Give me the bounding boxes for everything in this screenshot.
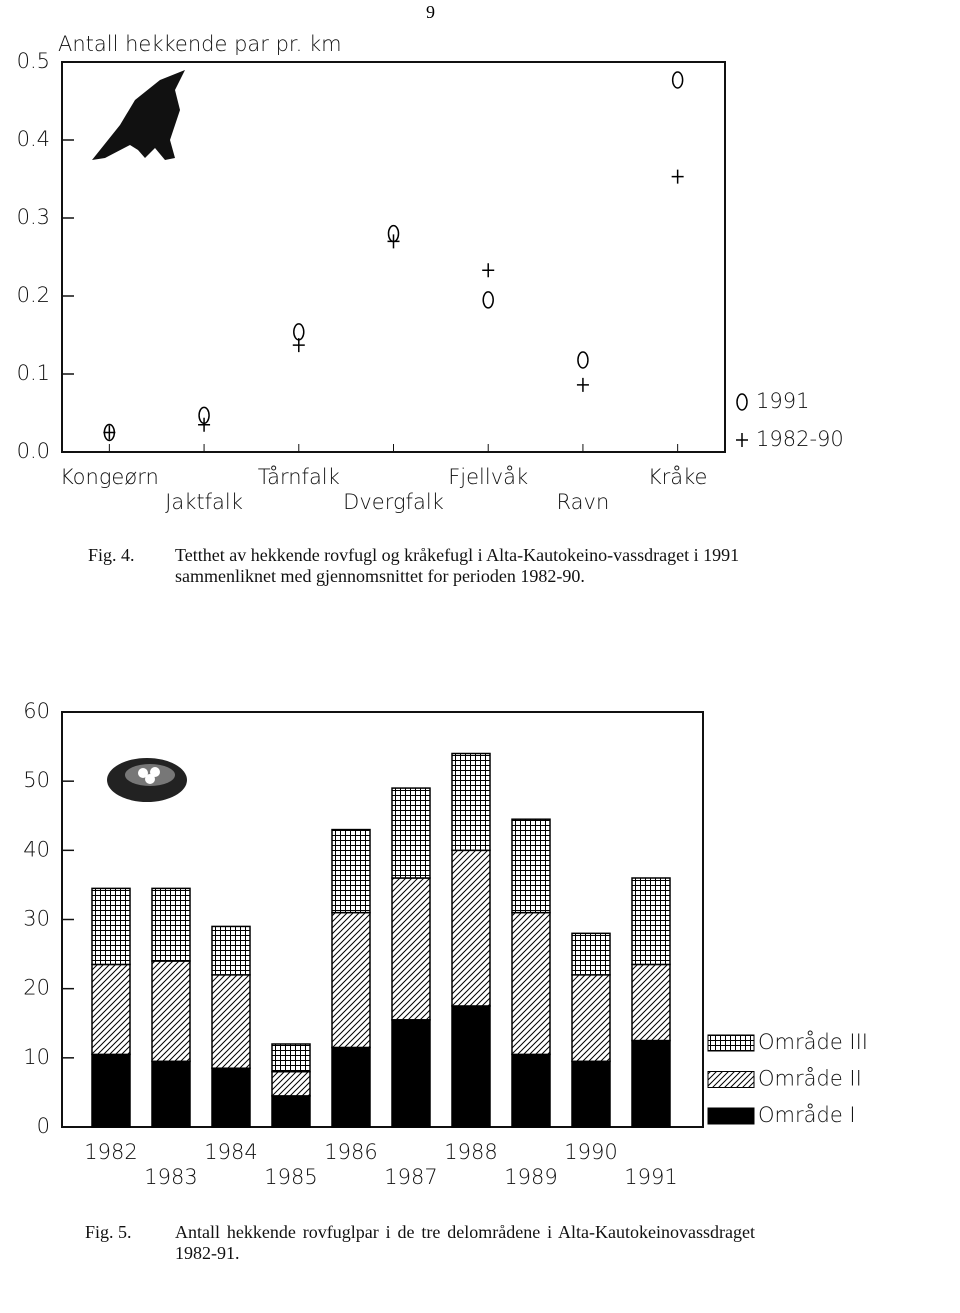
y-tick-label: 0.2	[17, 283, 50, 307]
y-tick-label: 60	[23, 699, 50, 723]
x-tick-label: Kråke	[648, 465, 708, 489]
bar-segment	[451, 1005, 491, 1128]
y-tick-label: 20	[23, 976, 50, 1000]
legend-swatch	[707, 1034, 755, 1052]
bar-segment	[571, 974, 611, 1063]
page-number: 9	[426, 2, 435, 22]
x-tick-label: 1990	[564, 1140, 617, 1164]
bar-segment	[211, 1067, 251, 1128]
caption-label: Fig. 4.	[88, 545, 135, 565]
point-circle	[671, 71, 684, 89]
legend-marker	[736, 393, 748, 411]
point-plus	[482, 263, 495, 278]
legend-marker	[736, 433, 748, 447]
legend-swatch	[707, 1107, 755, 1125]
point-plus	[103, 425, 116, 440]
bar-segment	[271, 1043, 311, 1073]
legend-label: Område I	[758, 1103, 856, 1127]
legend-label: 1991	[756, 389, 809, 413]
y-tick-label: 40	[23, 837, 50, 861]
point-circle	[482, 291, 494, 309]
x-tick-label: Jaktfalk	[165, 490, 243, 514]
y-tick-label: 0.5	[17, 49, 50, 73]
bar-segment	[631, 877, 671, 966]
point-plus	[576, 377, 589, 392]
x-tick-label: Ravn	[557, 490, 610, 514]
x-tick-label: Dvergfalk	[343, 490, 444, 514]
y-tick-label: 0.0	[17, 439, 50, 463]
point-plus	[198, 417, 211, 432]
y-tick-label: 10	[23, 1045, 50, 1069]
bar-segment	[91, 963, 131, 1056]
point-circle	[577, 351, 589, 369]
bar-segment	[271, 1095, 311, 1128]
x-tick-label: 1982	[84, 1140, 137, 1164]
bar-segment	[211, 925, 251, 976]
legend-label: 1982-90	[756, 427, 844, 451]
legend-label: Område III	[758, 1030, 868, 1054]
x-tick-label: 1987	[384, 1165, 437, 1189]
chart-title: Antall hekkende par pr. km	[58, 32, 342, 56]
bar-segment	[571, 932, 611, 976]
y-tick-label: 0	[37, 1114, 50, 1138]
bar-segment	[511, 911, 551, 1056]
y-tick-label: 50	[23, 768, 50, 792]
bar-segment	[151, 887, 191, 962]
y-tick-label: 0.4	[17, 127, 50, 151]
egg	[150, 767, 160, 777]
bar-segment	[511, 818, 551, 914]
x-tick-label: 1991	[624, 1165, 677, 1189]
bar-segment	[391, 787, 431, 879]
egg	[145, 774, 155, 784]
point-plus	[387, 234, 400, 249]
point-plus	[671, 169, 684, 184]
caption-label: Fig. 5.	[85, 1222, 132, 1242]
egg	[138, 768, 148, 778]
y-tick-label: 0.1	[17, 361, 50, 385]
bar-segment	[631, 1039, 671, 1128]
y-tick-label: 0.3	[17, 205, 50, 229]
x-tick-label: Fjellvåk	[448, 465, 528, 489]
bar-segment	[331, 828, 371, 914]
bar-segment	[451, 849, 491, 1007]
x-tick-label: 1986	[324, 1140, 377, 1164]
bar-segment	[331, 911, 371, 1049]
bar-segment	[211, 974, 251, 1069]
bar-segment	[91, 1053, 131, 1128]
bar-segment	[451, 752, 491, 852]
point-plus	[292, 338, 305, 353]
bird-icon	[92, 70, 185, 160]
legend-swatch	[707, 1071, 755, 1088]
x-tick-label: 1989	[504, 1165, 557, 1189]
bar-segment	[391, 877, 431, 1021]
bar-segment	[571, 1060, 611, 1128]
bar-segment	[151, 960, 191, 1063]
x-tick-label: Tårnfalk	[258, 465, 340, 489]
bar-segment	[631, 963, 671, 1042]
bar-segment	[271, 1070, 311, 1097]
legend-label: Område II	[758, 1067, 862, 1091]
x-tick-label: 1983	[144, 1165, 197, 1189]
y-tick-label: 30	[23, 907, 50, 931]
bar-segment	[91, 887, 131, 966]
caption-text: Antall hekkende rovfuglpar i de tre delo…	[175, 1222, 755, 1263]
x-tick-label: 1988	[444, 1140, 497, 1164]
caption-text: Tetthet av hekkende rovfugl og kråkefugl…	[175, 545, 740, 586]
point-circle	[293, 323, 305, 341]
bar-segment	[391, 1019, 431, 1128]
bar-segment	[331, 1046, 371, 1128]
x-tick-label: Kongeørn	[60, 465, 159, 489]
x-tick-label: 1985	[264, 1165, 317, 1189]
bar-segment	[511, 1053, 551, 1128]
bar-segment	[151, 1060, 191, 1128]
x-tick-label: 1984	[204, 1140, 257, 1164]
